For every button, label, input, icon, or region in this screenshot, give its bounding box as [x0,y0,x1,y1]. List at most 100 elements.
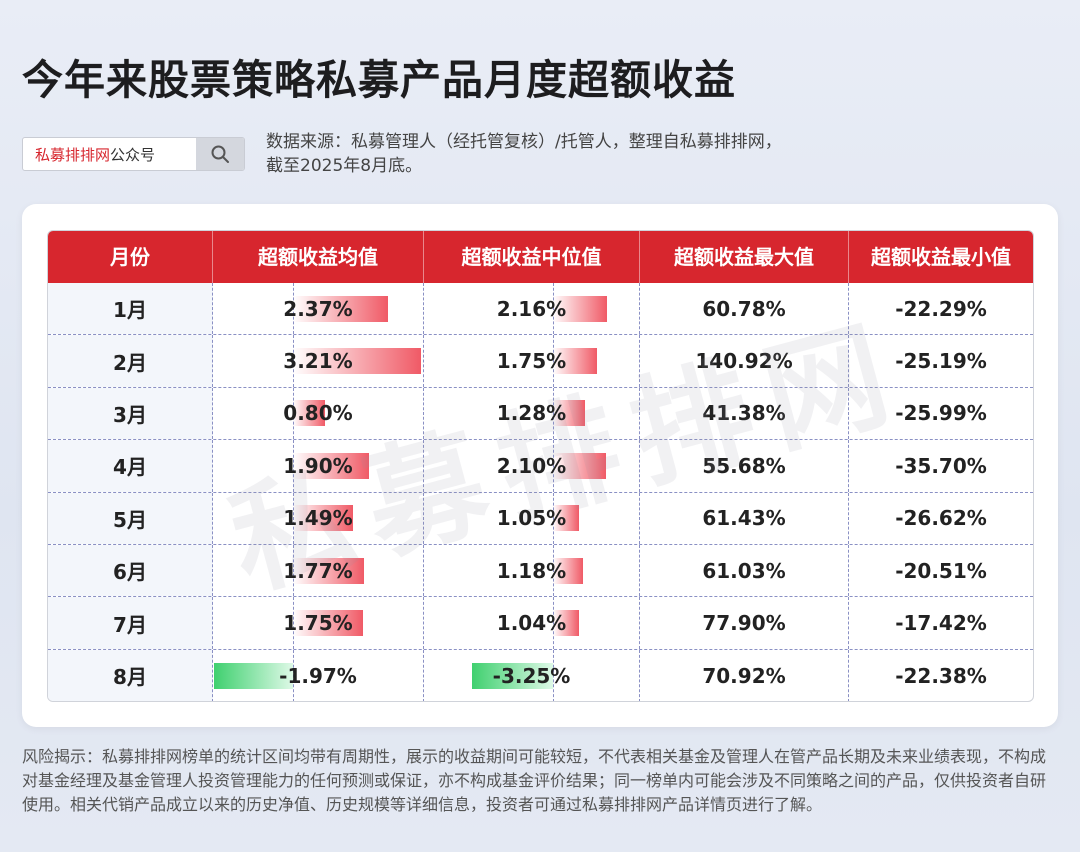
cell-mean: -1.97% [213,649,424,701]
bar-median [553,348,597,375]
value-median: 1.28% [496,401,567,426]
zero-line [293,649,294,701]
search-suffix: 公众号 [110,145,156,164]
table-body: 1月 2.37% 2.16% 60.78% -22.29% 2月 3.21% 1.75% 140… [48,283,1033,701]
value-median: 2.10% [496,453,567,478]
cell-month: 3月 [48,387,213,440]
value-mean: 1.90% [283,453,353,478]
table-row: 6月 1.77% 1.18% 61.03% -20.51% [48,544,1033,598]
cell-month: 2月 [48,335,213,387]
cell-mean: 3.21% [213,335,424,387]
bar-median [553,505,580,532]
value-median: 1.04% [496,611,567,636]
bar-median [553,610,579,637]
cell-median: 1.04% [424,597,640,649]
search-text: 私募排排网公众号 [23,144,196,165]
source-line-1: 数据来源：私募管理人（经托管复核）/托管人，整理自私募排排网， [266,132,782,152]
header-min: 超额收益最小值 [871,245,1011,269]
bar-mean [293,295,388,322]
value-mean: 1.49% [283,506,353,531]
bar-mean [293,348,422,375]
zero-line [553,544,554,597]
cell-max: 60.78% [640,283,849,335]
zero-line [553,649,554,701]
zero-line [553,492,554,544]
cell-month: 8月 [48,649,213,701]
zero-line [293,544,294,597]
zero-line [293,440,294,492]
zero-line [293,387,294,440]
page-title: 今年来股票策略私募产品月度超额收益 [22,56,736,104]
value-median: 1.75% [496,349,567,374]
bar-mean [293,557,364,584]
header-mean: 超额收益均值 [213,231,424,283]
cell-min: -26.62% [895,506,987,531]
cell-median: 1.18% [424,544,640,597]
bar-median [553,400,585,427]
cell-median: 1.75% [424,335,640,387]
value-median: 2.16% [496,296,567,321]
cell-month: 5月 [48,492,213,544]
zero-line [553,387,554,440]
table-row: 4月 1.90% 2.10% 55.68% -35.70% [48,440,1033,493]
zero-line [293,492,294,544]
cell-mean: 1.75% [213,597,424,649]
cell-mean: 2.37% [213,283,424,335]
value-mean: 1.75% [283,611,353,636]
cell-max: 55.68% [640,440,849,492]
zero-line [553,283,554,335]
cell-month: 7月 [48,597,213,649]
bar-median [553,295,607,322]
table-row: 7月 1.75% 1.04% 77.90% -17.42% [48,597,1033,650]
value-mean: -1.97% [279,663,357,688]
table-row: 2月 3.21% 1.75% 140.92% -25.19% [48,335,1033,388]
cell-median: 1.05% [424,492,640,544]
bar-median [553,557,583,584]
cell-max: 140.92% [640,335,849,387]
table-row: 8月 -1.97% -3.25% 70.92% -22.38% [48,649,1033,701]
cell-min: -17.42% [895,611,987,636]
value-mean: 3.21% [283,349,353,374]
cell-min: -22.38% [895,663,987,688]
search-button[interactable] [196,138,244,170]
cell-min: -35.70% [895,453,987,478]
cell-min: -22.29% [895,296,987,321]
cell-max: 61.03% [640,544,849,597]
cell-mean: 1.49% [213,492,424,544]
value-mean: 1.77% [283,558,353,583]
bar-median [471,662,553,689]
bar-mean [214,662,293,689]
bar-mean [293,452,369,479]
cell-median: 2.10% [424,440,640,492]
bar-mean [293,400,325,427]
cell-mean: 0.80% [213,387,424,440]
table-header: 月份 超额收益均值 超额收益中位值 超额收益最大值 超额收益最小值 [48,231,1033,283]
cell-max: 70.92% [640,649,849,701]
cell-max: 41.38% [640,387,849,440]
source-line-2: 截至2025年8月底。 [266,156,423,176]
value-median: -3.25% [492,663,571,688]
cell-min: -25.99% [895,401,987,426]
search-icon [211,145,229,163]
cell-max: 61.43% [640,492,849,544]
value-mean: 0.80% [283,401,353,426]
value-mean: 2.37% [283,296,353,321]
header-median: 超额收益中位值 [424,231,640,283]
cell-median: 2.16% [424,283,640,335]
search-box[interactable]: 私募排排网公众号 [22,137,245,171]
zero-line [293,283,294,335]
zero-line [293,597,294,649]
cell-mean: 1.90% [213,440,424,492]
value-median: 1.05% [496,506,567,531]
bar-mean [293,610,363,637]
cell-mean: 1.77% [213,544,424,597]
cell-month: 6月 [48,544,213,597]
cell-min: -25.19% [895,349,987,374]
cell-month: 4月 [48,440,213,492]
zero-line [293,335,294,387]
table-row: 3月 0.80% 1.28% 41.38% -25.99% [48,387,1033,441]
search-brand: 私募排排网 [35,145,111,164]
value-median: 1.18% [496,558,567,583]
cell-median: -3.25% [424,649,640,701]
zero-line [553,440,554,492]
